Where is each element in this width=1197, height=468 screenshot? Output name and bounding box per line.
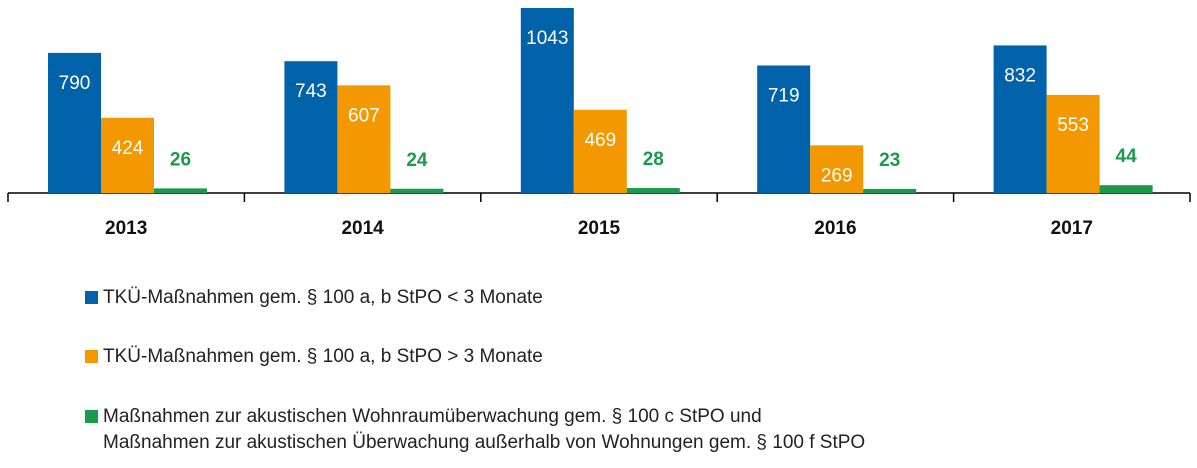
bar <box>993 45 1047 194</box>
data-label: 553 <box>1057 115 1089 136</box>
chart: 2013 790 424 26 2014 743 607 24 2015 1043 469 28 201… <box>7 8 1191 239</box>
data-label: 469 <box>584 130 616 151</box>
bar <box>1046 94 1100 193</box>
bar <box>810 145 864 193</box>
x-tick-label: 2014 <box>341 218 384 239</box>
data-label: 44 <box>1116 146 1138 167</box>
legend-item: TKÜ-Maßnahmen gem. § 100 a, b StPO < 3 M… <box>85 285 543 311</box>
data-label: 607 <box>348 105 380 126</box>
bar <box>520 8 574 193</box>
legend-swatch <box>85 350 98 363</box>
legend-label: Maßnahmen zur akustischen Wohnraumüberwa… <box>103 406 866 453</box>
data-label: 28 <box>643 149 664 170</box>
data-label: 424 <box>112 138 144 159</box>
bar <box>757 65 811 193</box>
legend-item: TKÜ-Maßnahmen gem. § 100 a, b StPO > 3 M… <box>85 344 543 370</box>
bar <box>337 85 391 193</box>
x-tick-label: 2015 <box>578 218 621 239</box>
bar <box>390 188 444 193</box>
legend-swatch <box>85 410 98 423</box>
legend-swatch <box>85 291 98 304</box>
bar <box>573 109 627 193</box>
legend-label: TKÜ-Maßnahmen gem. § 100 a, b StPO < 3 M… <box>103 287 543 308</box>
x-tick-label: 2016 <box>814 218 856 239</box>
data-label: 719 <box>768 85 800 106</box>
data-label: 269 <box>821 165 853 186</box>
data-label: 1043 <box>526 28 568 49</box>
data-label: 832 <box>1004 65 1036 86</box>
data-label: 24 <box>406 150 428 171</box>
data-label: 23 <box>879 150 900 171</box>
bar <box>626 188 680 193</box>
bar <box>1099 185 1153 193</box>
x-tick-label: 2017 <box>1051 218 1093 239</box>
bar <box>48 52 101 193</box>
bar <box>101 117 154 193</box>
x-tick-label: 2013 <box>105 218 147 239</box>
bar <box>284 61 338 194</box>
legend-item: Maßnahmen zur akustischen Wohnraumüberwa… <box>85 404 865 456</box>
bar <box>154 188 207 193</box>
data-label: 26 <box>170 149 191 170</box>
legend-label: TKÜ-Maßnahmen gem. § 100 a, b StPO > 3 M… <box>103 346 543 367</box>
data-label: 743 <box>295 81 327 102</box>
bar <box>863 188 917 193</box>
data-label: 790 <box>59 73 91 94</box>
